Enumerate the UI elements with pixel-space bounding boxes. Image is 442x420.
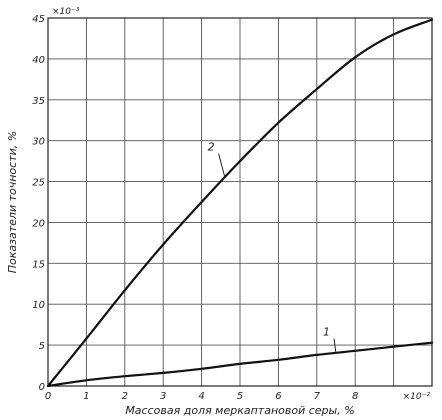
x-tick-label: 7 (314, 391, 321, 402)
y-tick-label: 35 (32, 96, 45, 107)
series-label-2: 2 (208, 141, 215, 154)
x-tick-label: 4 (198, 391, 204, 402)
x-tick-label: 8 (352, 391, 358, 402)
series-line-2 (46, 18, 434, 388)
y-tick-label: 10 (32, 300, 45, 311)
x-tick-label: 3 (160, 391, 166, 402)
y-tick-label: 45 (32, 14, 45, 25)
y-axis-label: Показатели точности, % (6, 131, 19, 273)
y-tick-labels: 0 5 10 15 20 25 30 35 40 45 (32, 14, 45, 393)
x-axis-label: Массовая доля меркаптановой серы, % (125, 404, 354, 417)
y-tick-label: 40 (32, 55, 45, 66)
y-tick-label: 5 (39, 341, 45, 352)
series-label-leader (333, 338, 337, 354)
grid (48, 18, 432, 386)
x-axis-multiplier: ×10⁻² (403, 392, 431, 402)
plot-frame (47, 17, 433, 387)
series-lines (46, 18, 434, 388)
y-axis-multiplier: ×10⁻³ (52, 7, 80, 17)
x-tick-label: 0 (45, 391, 51, 402)
y-tick-label: 20 (32, 218, 45, 229)
series-label-leader (218, 153, 226, 177)
x-tick-label: 5 (237, 391, 243, 402)
y-tick-label: 0 (39, 382, 45, 393)
x-tick-label: 2 (122, 391, 128, 402)
y-tick-label: 30 (32, 137, 45, 148)
series-labels: 12 (208, 141, 337, 354)
series-label-1: 1 (323, 326, 330, 339)
y-tick-label: 15 (32, 259, 45, 270)
y-tick-label: 25 (32, 178, 45, 189)
x-tick-label: 1 (83, 391, 89, 402)
series-line-1 (46, 341, 434, 388)
x-tick-label: 6 (275, 391, 281, 402)
x-tick-labels: 0 1 2 3 4 5 6 7 8 (45, 391, 359, 402)
